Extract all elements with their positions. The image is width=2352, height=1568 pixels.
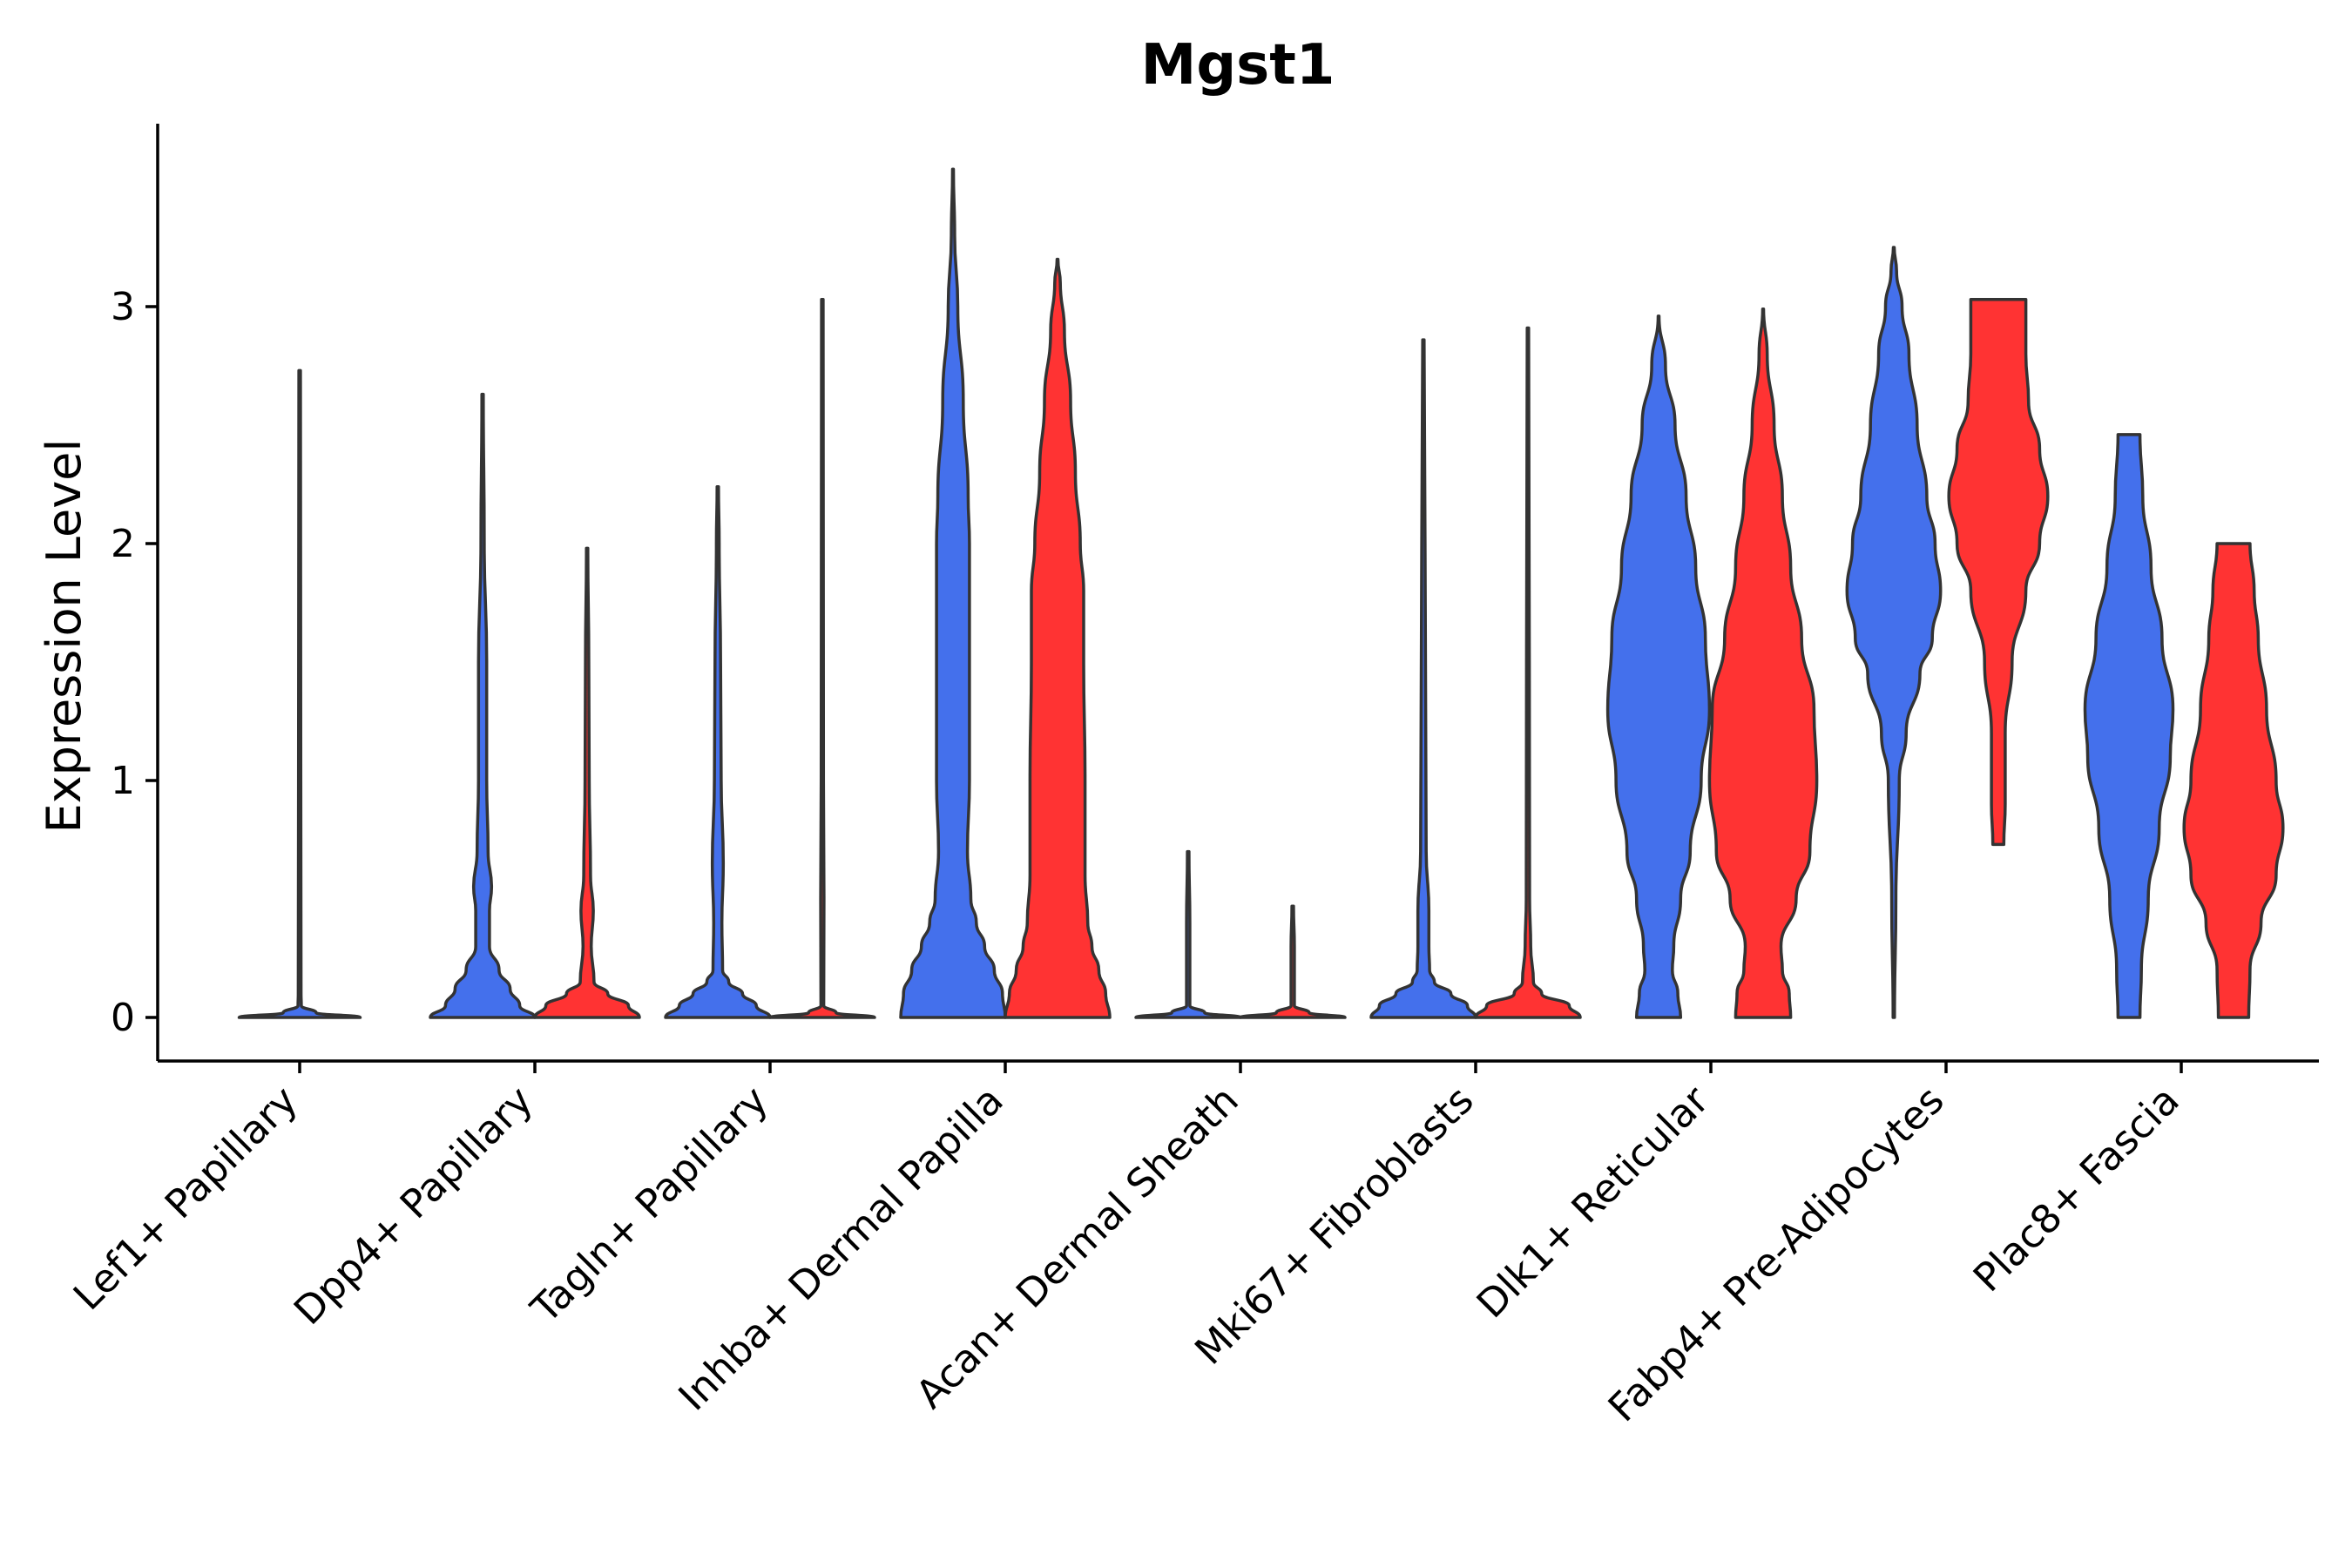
violin-group2 (768, 298, 876, 1019)
violin-group2 (1947, 298, 2050, 847)
x-category-label: Lef1+ Papillary (64, 1077, 307, 1319)
chart-title: Mgst1 (1141, 33, 1335, 98)
x-category-label: Dpp4+ Papillary (285, 1077, 542, 1334)
x-category-label: Tagln+ Papillary (522, 1077, 777, 1332)
violin-group1 (664, 484, 772, 1019)
violin-group1 (1845, 246, 1943, 1019)
violin-group1 (237, 368, 362, 1019)
violin-group2 (1004, 257, 1112, 1019)
violin-group1 (2083, 433, 2175, 1019)
violin-group2 (1239, 904, 1347, 1019)
violin-group2 (1707, 307, 1819, 1019)
axes (156, 124, 2319, 1063)
y-ticks: 0 1 2 3 (111, 285, 158, 1040)
violin-group2 (2182, 542, 2285, 1019)
violin-group2 (1474, 326, 1582, 1019)
violin-group2 (533, 546, 641, 1019)
y-tick-label: 3 (111, 285, 135, 329)
x-category-label: Dlk1+ Reticular (1468, 1077, 1718, 1327)
y-tick-label: 0 (111, 996, 135, 1040)
violin-group1 (899, 167, 1007, 1019)
y-axis-label: Expression Level (37, 439, 91, 834)
violin-group1 (1605, 314, 1712, 1019)
violin-group1 (1369, 338, 1477, 1019)
violin-group1 (429, 392, 537, 1019)
y-tick-label: 2 (111, 522, 135, 566)
violin-layer (237, 167, 2285, 1019)
x-category-label: Plac8+ Fascia (1964, 1077, 2188, 1301)
violin-group1 (1134, 849, 1242, 1019)
y-tick-label: 1 (111, 759, 135, 803)
